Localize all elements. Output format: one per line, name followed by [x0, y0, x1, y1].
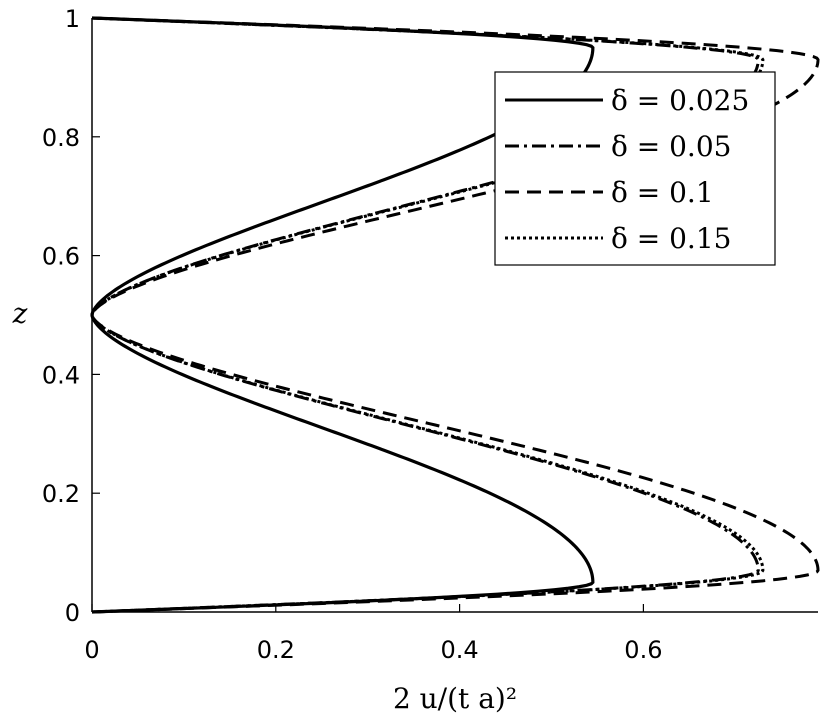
x-tick-label: 0.2: [257, 636, 295, 664]
x-tick-label: 0.6: [624, 636, 662, 664]
y-tick-label: 0.8: [42, 124, 80, 152]
legend-label: δ = 0.05: [611, 130, 731, 163]
legend-label: δ = 0.025: [611, 84, 749, 117]
legend-label: δ = 0.15: [611, 222, 731, 255]
y-axis-label: z: [12, 297, 28, 330]
y-tick-label: 0: [65, 599, 80, 627]
x-axis-label: 2 u/(t a)²: [393, 682, 517, 715]
legend-label: δ = 0.1: [611, 176, 714, 209]
y-tick-label: 0.2: [42, 480, 80, 508]
y-tick-label: 0.6: [42, 243, 80, 271]
x-tick-label: 0.4: [441, 636, 479, 664]
legend-box: [494, 71, 776, 266]
y-tick-label: 1: [65, 5, 80, 33]
legend: δ = 0.025 δ = 0.05 δ = 0.1 δ = 0.15: [494, 71, 776, 266]
ticks-layer: 0 0.2 0.4 0.6 0 0.2 0.4 0.6 0.8 1: [42, 5, 663, 664]
y-tick-label: 0.4: [42, 361, 80, 389]
x-tick-label: 0: [84, 636, 99, 664]
